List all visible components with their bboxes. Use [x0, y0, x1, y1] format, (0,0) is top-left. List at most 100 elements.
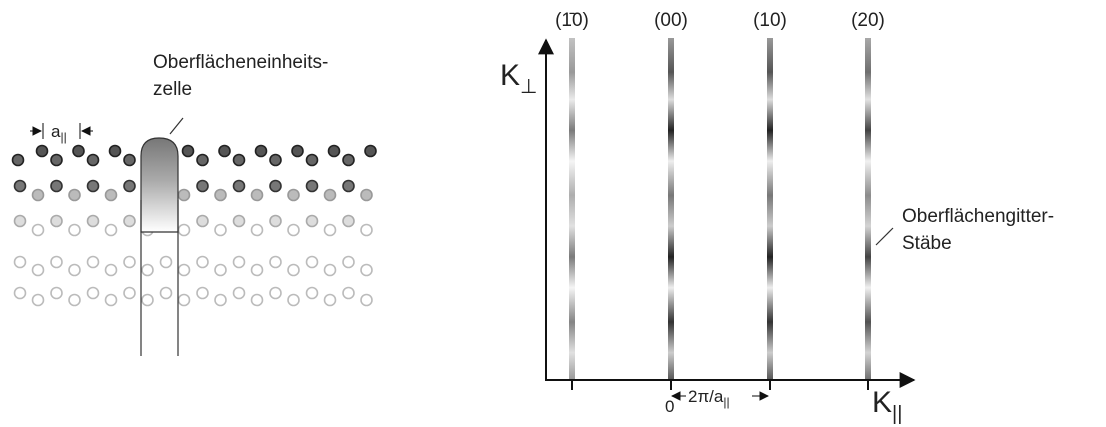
figure: Oberflächeneinheits- zelle a|| (1̄0) (00… [0, 0, 1106, 427]
atom [73, 146, 84, 157]
atom [51, 155, 62, 166]
atom [179, 225, 190, 236]
atom [15, 257, 26, 268]
atom [124, 257, 135, 268]
atom [270, 216, 281, 227]
atom [124, 181, 135, 192]
rod [767, 38, 773, 380]
atom [15, 288, 26, 299]
atom [142, 295, 153, 306]
atom [361, 265, 372, 276]
atom [365, 146, 376, 157]
atom [51, 288, 62, 299]
atom [234, 155, 245, 166]
atom [106, 190, 117, 201]
leader-line [170, 118, 183, 134]
atom [197, 216, 208, 227]
atom [161, 288, 172, 299]
atom [69, 190, 80, 201]
atom [307, 216, 318, 227]
atom [252, 295, 263, 306]
rod [569, 38, 575, 380]
atom [307, 155, 318, 166]
atom [15, 181, 26, 192]
leader-line [876, 228, 893, 245]
atom [307, 288, 318, 299]
atom [33, 265, 44, 276]
atom [197, 257, 208, 268]
atom [197, 155, 208, 166]
atom [106, 295, 117, 306]
atom [361, 225, 372, 236]
atom [183, 146, 194, 157]
atom [215, 190, 226, 201]
atom [88, 288, 99, 299]
atom [288, 190, 299, 201]
atom [270, 257, 281, 268]
atom [292, 146, 303, 157]
atom [256, 146, 267, 157]
atom [252, 225, 263, 236]
atom [234, 181, 245, 192]
atom [288, 225, 299, 236]
atom [88, 257, 99, 268]
atom [15, 216, 26, 227]
lattice [13, 146, 377, 306]
atom [161, 257, 172, 268]
atom [307, 181, 318, 192]
atom [215, 265, 226, 276]
atom [252, 265, 263, 276]
atom [270, 181, 281, 192]
x-axis-label: K|| [872, 386, 902, 425]
rods [569, 38, 871, 380]
atom [33, 190, 44, 201]
rod-index: (10) [753, 10, 787, 31]
atom [69, 265, 80, 276]
cell-label: zelle [153, 79, 192, 100]
atom [325, 190, 336, 201]
atom [69, 225, 80, 236]
atom [124, 155, 135, 166]
atom [361, 295, 372, 306]
atom [325, 265, 336, 276]
atom [343, 288, 354, 299]
atom [197, 288, 208, 299]
atom [179, 265, 190, 276]
lattice-constant: a|| [51, 122, 67, 144]
rod-index: (00) [654, 10, 688, 31]
atom [215, 225, 226, 236]
atom [179, 190, 190, 201]
atom [124, 288, 135, 299]
atom [234, 216, 245, 227]
origin-label: 0 [665, 397, 674, 416]
atom [51, 216, 62, 227]
rod-label: Oberflächengitter- [902, 206, 1054, 227]
atom [343, 216, 354, 227]
spacing-label: 2π/a|| [688, 387, 730, 409]
atom [307, 257, 318, 268]
atom [37, 146, 48, 157]
atom [361, 190, 372, 201]
rod-label: Stäbe [902, 233, 952, 254]
atom [33, 295, 44, 306]
atom [197, 181, 208, 192]
atom [252, 190, 263, 201]
atom [329, 146, 340, 157]
atom [69, 295, 80, 306]
atom [343, 155, 354, 166]
atom [234, 288, 245, 299]
atom [325, 295, 336, 306]
rod [668, 38, 674, 380]
atom [215, 295, 226, 306]
atom [88, 216, 99, 227]
rod-index: (1̄0) [555, 10, 589, 31]
atom [33, 225, 44, 236]
atom [13, 155, 24, 166]
atom [110, 146, 121, 157]
rod [865, 38, 871, 380]
atom [234, 257, 245, 268]
atom [325, 225, 336, 236]
atom [343, 257, 354, 268]
atom [106, 265, 117, 276]
unit-cell [141, 138, 178, 232]
